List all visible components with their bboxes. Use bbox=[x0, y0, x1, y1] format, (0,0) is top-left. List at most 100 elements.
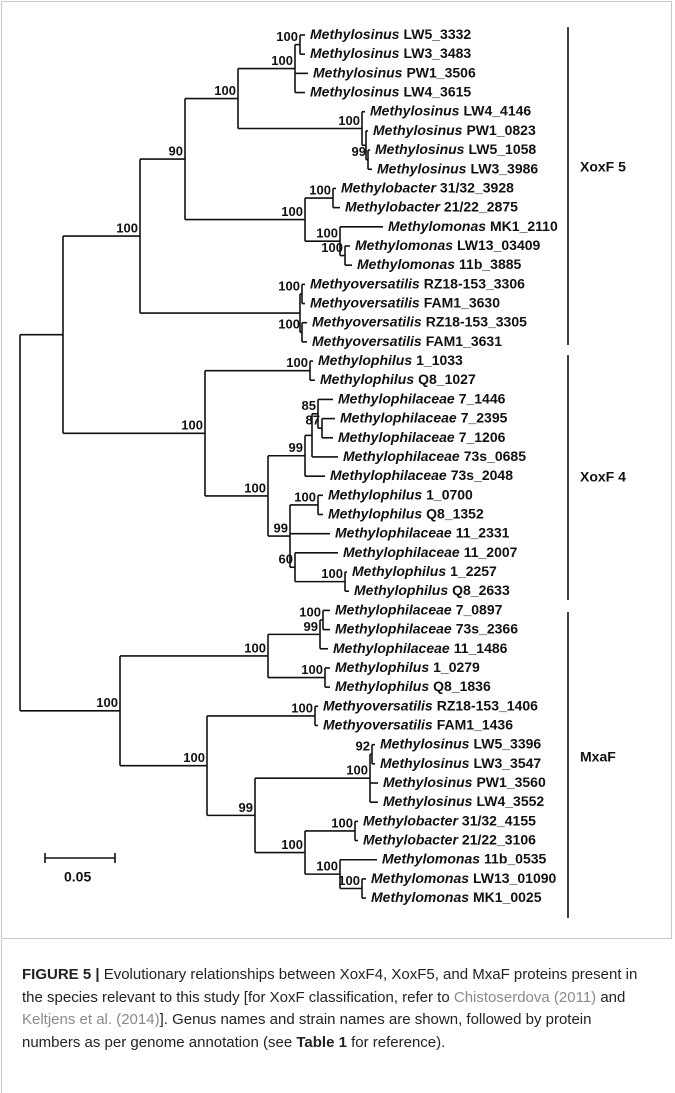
genus-name: Methylosinus bbox=[375, 141, 465, 157]
strain-name: LW4_3615 bbox=[403, 83, 471, 99]
genus-name: Methylophilaceae bbox=[330, 467, 447, 483]
caption-reference[interactable]: Keltjens et al. (2014) bbox=[22, 1011, 160, 1028]
bootstrap-value: 60 bbox=[279, 552, 293, 567]
bootstrap-value: 100 bbox=[294, 489, 316, 504]
caption-text: for reference). bbox=[346, 1033, 446, 1051]
genus-name: Methylosinus bbox=[380, 755, 470, 771]
caption: FIGURE 5 | Evolutionary relationships be… bbox=[1, 940, 673, 1093]
leaf-label: Methylophilus Q8_1027 bbox=[320, 371, 476, 387]
leaf-label: Methyoversatilis FAM1_3631 bbox=[312, 333, 502, 349]
leaf-label: Methylosinus LW5_1058 bbox=[375, 141, 536, 157]
leaf-label: Methylosinus PW1_3560 bbox=[383, 774, 546, 790]
bootstrap-value: 100 bbox=[338, 113, 360, 128]
bootstrap-value: 99 bbox=[352, 144, 366, 159]
strain-name: PW1_3506 bbox=[406, 64, 475, 80]
bootstrap-value: 90 bbox=[169, 144, 183, 159]
bootstrap-value: 92 bbox=[356, 739, 370, 754]
leaf-label: Methylosinus PW1_0823 bbox=[373, 122, 536, 138]
genus-name: Methylosinus bbox=[380, 735, 470, 751]
leaf-label: Methylosinus LW4_3615 bbox=[310, 83, 471, 99]
genus-name: Methylomonas bbox=[388, 218, 486, 234]
caption-label: FIGURE 5 | bbox=[22, 966, 100, 983]
genus-name: Methyoversatilis bbox=[310, 294, 420, 310]
bootstrap-value: 100 bbox=[96, 695, 118, 710]
strain-name: 7_1446 bbox=[459, 390, 506, 406]
genus-name: Methylophilus bbox=[335, 659, 429, 675]
bootstrap-value: 100 bbox=[214, 83, 236, 98]
strain-name: LW4_3552 bbox=[476, 793, 544, 809]
strain-name: 21/22_2875 bbox=[444, 198, 518, 214]
strain-name: RZ18-153_3306 bbox=[424, 275, 525, 291]
genus-name: Methylosinus bbox=[383, 793, 473, 809]
bootstrap-value: 99 bbox=[239, 800, 253, 815]
strain-name: Q8_1836 bbox=[433, 678, 491, 694]
genus-name: Methyoversatilis bbox=[312, 313, 422, 329]
leaf-label: Methylosinus LW5_3332 bbox=[310, 26, 471, 42]
bootstrap-value: 100 bbox=[309, 182, 331, 197]
bootstrap-value: 99 bbox=[289, 440, 303, 455]
genus-name: Methylophilus bbox=[320, 371, 414, 387]
caption-text: and bbox=[596, 988, 626, 1006]
genus-name: Methylophilaceae bbox=[333, 639, 450, 655]
bootstrap-value: 100 bbox=[299, 604, 321, 619]
strain-name: FAM1_3631 bbox=[426, 333, 502, 349]
caption-reference[interactable]: Chistoserdova (2011) bbox=[453, 988, 597, 1006]
genus-name: Methylophilus bbox=[352, 563, 446, 579]
genus-name: Methylophilus bbox=[354, 582, 448, 598]
caption-text: Evolutionary relationships between XoxF4… bbox=[22, 966, 638, 1006]
bootstrap-value: 100 bbox=[183, 750, 205, 765]
bootstrap-value: 100 bbox=[346, 763, 368, 778]
bootstrap-value: 100 bbox=[281, 837, 303, 852]
strain-name: FAM1_3630 bbox=[424, 294, 500, 310]
strain-name: LW13_03409 bbox=[457, 237, 540, 253]
leaf-label: Methylophilaceae 11_1486 bbox=[333, 639, 508, 655]
leaf-label: Methylophilaceae 7_1446 bbox=[338, 390, 506, 406]
genus-name: Methylophilus bbox=[328, 486, 422, 502]
strain-name: 11_1486 bbox=[454, 639, 508, 655]
bootstrap-value: 100 bbox=[331, 815, 353, 830]
caption-table-ref: Table 1 bbox=[296, 1033, 347, 1051]
bootstrap-value: 100 bbox=[316, 226, 338, 241]
scale-label: 0.05 bbox=[64, 869, 91, 885]
genus-name: Methylophilaceae bbox=[343, 544, 460, 560]
leaf-label: Methylophilus 1_0700 bbox=[328, 486, 473, 502]
strain-name: 1_0700 bbox=[426, 486, 473, 502]
genus-name: Methylosinus bbox=[383, 774, 473, 790]
leaf-label: Methylophilus 1_0279 bbox=[335, 659, 480, 675]
strain-name: LW5_1058 bbox=[468, 141, 536, 157]
leaf-label: Methylosinus LW3_3483 bbox=[310, 45, 471, 61]
genus-name: Methylophilaceae bbox=[343, 448, 460, 464]
leaf-label: Methylomonas 11b_3885 bbox=[357, 256, 522, 272]
strain-name: 1_2257 bbox=[450, 563, 497, 579]
tree: XoxF 5 XoxF 4 MxaF 0.05 1001009910010010… bbox=[19, 26, 626, 918]
clade-label: MxaF bbox=[580, 749, 616, 765]
genus-name: Methylophilus bbox=[335, 678, 429, 694]
genus-name: Methylomonas bbox=[357, 256, 455, 272]
genus-name: Methyoversatilis bbox=[323, 716, 433, 732]
leaf-label: Methylophilaceae 73s_2366 bbox=[335, 620, 518, 636]
strain-name: 1_1033 bbox=[416, 352, 463, 368]
leaf-label: Methylomonas MK1_2110 bbox=[388, 218, 558, 234]
leaf-label: Methylophilus Q8_1836 bbox=[335, 678, 491, 694]
genus-name: Methylobacter bbox=[363, 831, 459, 847]
strain-name: 7_2395 bbox=[461, 409, 508, 425]
leaf-label: Methylophilus 1_2257 bbox=[352, 563, 497, 579]
figure-frame bbox=[1, 1, 672, 939]
leaf-label: Methylophilaceae 7_0897 bbox=[335, 601, 503, 617]
genus-name: Methylophilaceae bbox=[338, 390, 455, 406]
genus-name: Methyoversatilis bbox=[310, 275, 420, 291]
leaf-label: Methylomonas MK1_0025 bbox=[371, 889, 542, 905]
leaf-label: Methylophilaceae 7_1206 bbox=[338, 428, 506, 444]
genus-name: Methylophilus bbox=[318, 352, 412, 368]
genus-name: Methylosinus bbox=[373, 122, 463, 138]
genus-name: Methylobacter bbox=[345, 198, 441, 214]
strain-name: PW1_3560 bbox=[476, 774, 545, 790]
leaf-label: Methylosinus LW5_3396 bbox=[380, 735, 541, 751]
genus-name: Methylosinus bbox=[370, 102, 460, 118]
bootstrap-value: 100 bbox=[278, 317, 300, 332]
leaf-label: Methylobacter 31/32_3928 bbox=[341, 179, 514, 195]
bootstrap-value: 100 bbox=[316, 859, 338, 874]
leaf-label: Methylosinus LW4_3552 bbox=[383, 793, 544, 809]
leaf-label: Methylomonas 11b_0535 bbox=[382, 850, 547, 866]
